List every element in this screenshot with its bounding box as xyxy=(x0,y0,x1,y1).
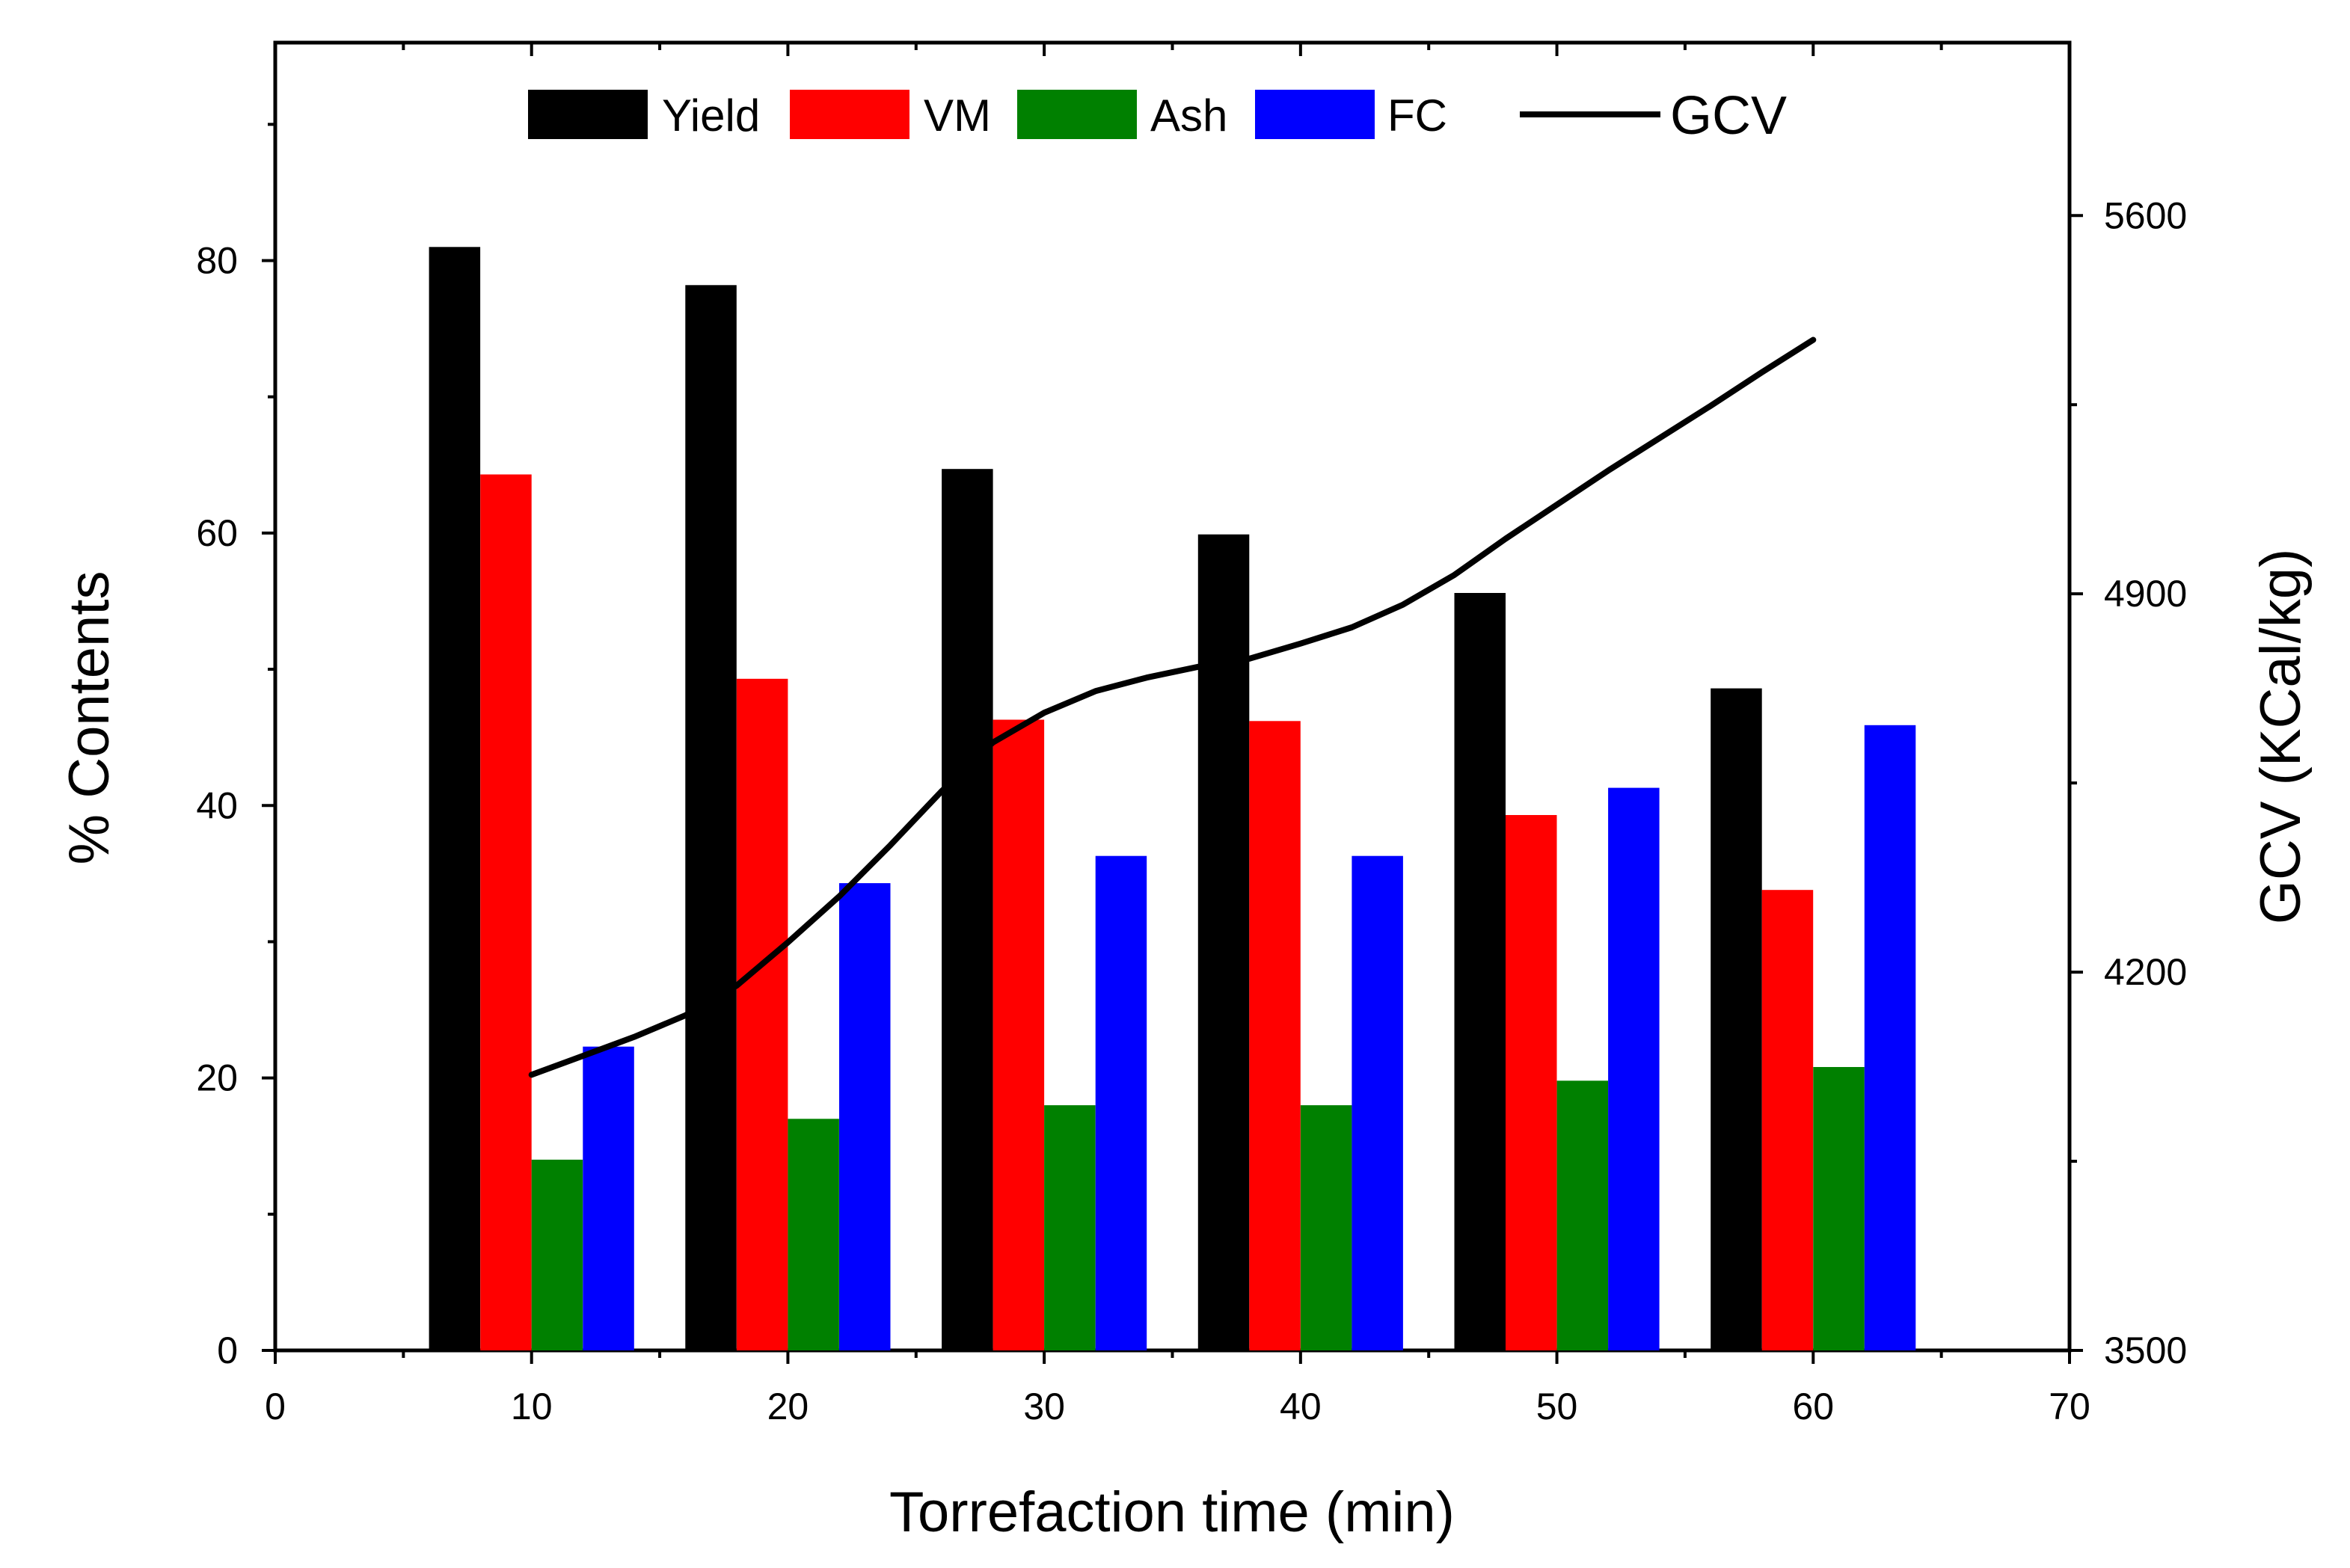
x-tick-label: 20 xyxy=(767,1386,809,1427)
legend-label-ash: Ash xyxy=(1150,90,1227,141)
bar-vm-60 xyxy=(1761,890,1814,1350)
y-tick-label: 20 xyxy=(196,1057,238,1099)
bar-fc-10 xyxy=(583,1046,634,1350)
legend-swatch-vm xyxy=(790,90,909,139)
x-tick-label: 70 xyxy=(2049,1386,2090,1427)
bar-fc-60 xyxy=(1864,725,1916,1350)
bar-vm-20 xyxy=(736,678,788,1350)
bar-ash-20 xyxy=(788,1119,839,1350)
y2-tick-label: 5600 xyxy=(2104,194,2187,236)
legend: Yield VM Ash FC GCV xyxy=(528,86,1787,146)
legend-label-fc: FC xyxy=(1387,90,1447,141)
legend-label-yield: Yield xyxy=(662,90,760,141)
y2-axis-ticks: 3500 4200 4900 5600 xyxy=(2070,194,2187,1371)
y-tick-label: 40 xyxy=(196,784,238,826)
x-tick-label: 10 xyxy=(511,1386,553,1427)
bar-vm-40 xyxy=(1249,721,1301,1350)
bar-yield-40 xyxy=(1197,534,1250,1351)
y2-axis-title: GCV (KCal/kg) xyxy=(2249,549,2313,925)
y2-tick-label: 4200 xyxy=(2104,951,2187,993)
bar-fc-30 xyxy=(1095,855,1147,1350)
bar-vm-10 xyxy=(480,474,532,1350)
legend-label-gcv: GCV xyxy=(1670,86,1787,146)
bar-yield-20 xyxy=(685,285,737,1350)
legend-swatch-ash xyxy=(1017,90,1137,139)
y2-tick-label: 3500 xyxy=(2104,1329,2187,1371)
y-axis-title: % Contents xyxy=(58,571,121,865)
x-axis-title: Torrefaction time (min) xyxy=(889,1481,1455,1544)
x-tick-label: 50 xyxy=(1536,1386,1578,1427)
gcv-line xyxy=(528,336,1817,1078)
y2-tick-label: 4900 xyxy=(2104,573,2187,615)
bar-ash-40 xyxy=(1300,1105,1352,1350)
bar-yield-10 xyxy=(429,247,481,1350)
bar-fc-40 xyxy=(1352,855,1403,1350)
bars-group xyxy=(429,247,1916,1351)
bar-yield-30 xyxy=(942,469,993,1351)
bar-vm-30 xyxy=(993,719,1045,1350)
y-axis-ticks: 0 20 40 60 80 xyxy=(196,123,275,1371)
bar-ash-50 xyxy=(1556,1080,1609,1350)
y-tick-label: 80 xyxy=(196,240,238,282)
bar-yield-60 xyxy=(1711,688,1762,1350)
gcv-line-group xyxy=(528,336,1817,1078)
y-tick-label: 60 xyxy=(196,512,238,554)
legend-swatch-yield xyxy=(528,90,648,139)
bar-yield-50 xyxy=(1454,593,1506,1350)
bar-ash-60 xyxy=(1813,1067,1865,1350)
x-tick-label: 30 xyxy=(1023,1386,1065,1427)
legend-swatch-fc xyxy=(1255,90,1375,139)
bar-vm-50 xyxy=(1506,815,1557,1350)
x-tick-label: 60 xyxy=(1792,1386,1834,1427)
bar-fc-20 xyxy=(839,883,891,1350)
x-tick-label: 40 xyxy=(1280,1386,1322,1427)
bar-fc-50 xyxy=(1608,787,1660,1350)
y-tick-label: 0 xyxy=(217,1329,238,1371)
bar-ash-10 xyxy=(531,1159,583,1350)
legend-label-vm: VM xyxy=(924,90,991,141)
x-axis-ticks: 0 10 20 30 40 50 60 70 xyxy=(265,43,2090,1427)
x-tick-label: 0 xyxy=(265,1386,286,1427)
bar-ash-30 xyxy=(1044,1105,1096,1350)
